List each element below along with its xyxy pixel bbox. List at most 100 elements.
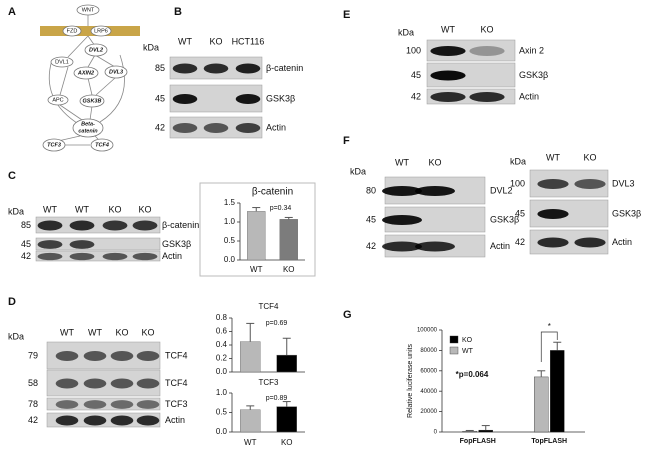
bar	[534, 376, 549, 433]
lane-label: KO	[583, 152, 596, 162]
blot-band	[415, 241, 455, 252]
lane-label: WT	[546, 152, 560, 162]
blot-band	[430, 70, 466, 81]
blot-strip	[35, 216, 161, 234]
row-label: TCF4	[165, 378, 188, 388]
blot-band	[203, 123, 229, 133]
row-label: Actin	[165, 415, 185, 425]
row-label: Actin	[612, 237, 632, 247]
kda-value: 42	[411, 91, 421, 101]
blot-band	[110, 378, 134, 389]
row-label: GSK3β	[490, 214, 519, 224]
bar	[247, 211, 266, 261]
kda-label: kDa	[350, 166, 366, 176]
annotation: p=0.89	[266, 395, 288, 402]
y-tick-label: 0.0	[216, 367, 228, 376]
blot-band	[110, 400, 134, 409]
kda-value: 42	[366, 241, 376, 251]
blot-band	[69, 240, 95, 249]
x-tick-label: WT	[250, 265, 263, 274]
lane-label: WT	[178, 36, 192, 46]
y-tick-label: 0.6	[216, 327, 228, 336]
row-label: GSK3β	[266, 93, 295, 103]
annotation: *	[548, 322, 551, 331]
node-label: TCF4	[95, 142, 109, 148]
panel-label: F	[343, 135, 350, 147]
lane-label: KO	[115, 327, 128, 337]
blot-band	[55, 400, 79, 409]
row-label: Actin	[162, 251, 182, 261]
row-label: TCF3	[165, 399, 188, 409]
legend-swatch	[449, 346, 459, 355]
significance-bracket	[540, 331, 558, 362]
blot-band	[83, 400, 107, 409]
row-label: GSK3β	[519, 70, 548, 80]
blot-band	[469, 46, 505, 56]
kda-label: kDa	[510, 156, 526, 166]
lane-label: WT	[43, 204, 57, 214]
y-tick-label: 0.8	[216, 313, 228, 322]
legend-label: KO	[462, 337, 473, 344]
bar	[276, 354, 297, 373]
kda-value: 80	[366, 185, 376, 195]
node-label: DVL1	[55, 59, 69, 65]
chart-title: β-catenin	[252, 187, 293, 198]
blot-band	[469, 92, 505, 102]
row-label: GSK3β	[612, 208, 641, 218]
legend-swatch	[449, 335, 459, 344]
row-label: β-catenin	[266, 63, 303, 73]
membrane	[40, 26, 140, 36]
y-axis-label: Relative luciferase units	[407, 344, 414, 418]
kda-label: kDa	[398, 27, 414, 37]
node-label: Beta-	[81, 121, 95, 127]
blot-band	[37, 252, 63, 261]
node-label: TCF3	[47, 142, 61, 148]
blot-band	[132, 220, 158, 231]
node-label: FZD	[67, 28, 78, 34]
row-label: Actin	[490, 241, 510, 251]
chart-title: TCF3	[259, 378, 280, 387]
lane-label: KO	[138, 204, 151, 214]
blot-band	[235, 123, 261, 133]
kda-label: kDa	[8, 331, 24, 341]
pathway-nodes	[42, 4, 128, 152]
lane-label: WT	[395, 157, 409, 167]
y-tick-label: 0.4	[216, 340, 228, 349]
kda-value: 58	[28, 378, 38, 388]
node-label: DVL2	[89, 47, 103, 53]
blot-band	[537, 209, 569, 219]
bar	[279, 219, 298, 261]
lane-label: KO	[428, 157, 441, 167]
kda-value: 45	[515, 208, 525, 218]
y-tick-label: 1.5	[224, 198, 236, 207]
lane-label: KO	[480, 24, 493, 34]
blot-band	[382, 186, 422, 196]
panel-label: A	[8, 6, 16, 18]
x-tick-label: TopFLASH	[531, 438, 567, 445]
y-tick-label: 0.0	[216, 427, 228, 436]
bar	[240, 341, 261, 373]
blot-band	[574, 237, 606, 248]
y-tick-label: 0.5	[224, 236, 236, 245]
blot-band	[55, 378, 79, 389]
panel-label: G	[343, 309, 352, 321]
y-tick-label: 60000	[420, 368, 437, 374]
annotation: p=0.69	[266, 320, 288, 327]
blot-band	[132, 252, 158, 261]
x-tick-label: KO	[281, 438, 293, 447]
blot-band	[37, 220, 63, 231]
kda-value: 45	[21, 239, 31, 249]
kda-value: 85	[21, 220, 31, 230]
blot-band	[537, 237, 569, 248]
x-tick-label: WT	[244, 438, 257, 447]
blot-band	[382, 241, 422, 252]
x-tick-label: KO	[283, 265, 295, 274]
lane-label: WT	[88, 327, 102, 337]
y-tick-label: 0	[434, 430, 438, 436]
kda-value: 45	[366, 214, 376, 224]
blot-band	[55, 415, 79, 426]
blot-band	[110, 351, 134, 361]
y-tick-label: 80000	[420, 348, 437, 354]
blot-strip	[35, 237, 161, 251]
